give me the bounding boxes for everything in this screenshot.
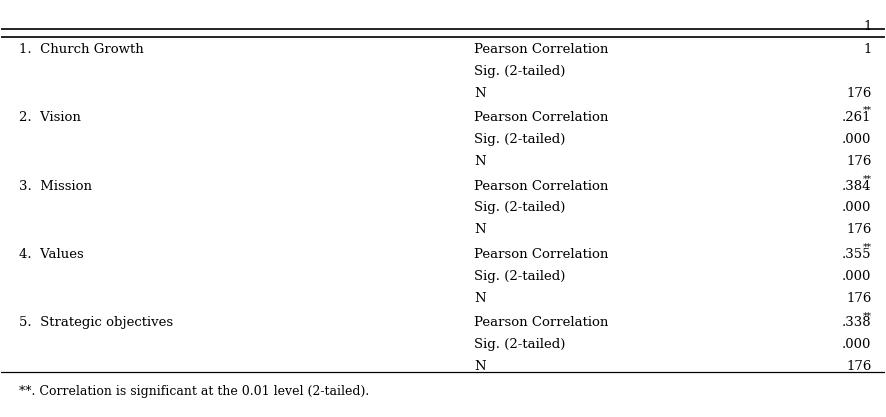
Text: N: N [474, 292, 486, 305]
Text: .000: .000 [842, 133, 871, 146]
Text: N: N [474, 155, 486, 168]
Text: **: ** [862, 175, 871, 183]
Text: N: N [474, 87, 486, 100]
Text: Pearson Correlation: Pearson Correlation [474, 316, 609, 329]
Text: N: N [474, 360, 486, 373]
Text: 4.  Values: 4. Values [19, 248, 84, 261]
Text: **: ** [862, 243, 871, 252]
Text: .338: .338 [842, 316, 871, 329]
Text: 1: 1 [863, 43, 871, 56]
Text: **: ** [862, 106, 871, 115]
Text: .261: .261 [842, 111, 871, 124]
Text: 176: 176 [846, 224, 871, 236]
Text: .000: .000 [842, 201, 871, 214]
Text: 176: 176 [846, 87, 871, 100]
Text: 5.  Strategic objectives: 5. Strategic objectives [19, 316, 173, 329]
Text: Pearson Correlation: Pearson Correlation [474, 43, 609, 56]
Text: .000: .000 [842, 338, 871, 351]
Text: Pearson Correlation: Pearson Correlation [474, 111, 609, 124]
Text: Pearson Correlation: Pearson Correlation [474, 179, 609, 193]
Text: .000: .000 [842, 270, 871, 283]
Text: .355: .355 [842, 248, 871, 261]
Text: 2.  Vision: 2. Vision [19, 111, 81, 124]
Text: **: ** [862, 311, 871, 320]
Text: Sig. (2-tailed): Sig. (2-tailed) [474, 338, 565, 351]
Text: 176: 176 [846, 155, 871, 168]
Text: N: N [474, 224, 486, 236]
Text: 3.  Mission: 3. Mission [19, 179, 92, 193]
Text: Pearson Correlation: Pearson Correlation [474, 248, 609, 261]
Text: Sig. (2-tailed): Sig. (2-tailed) [474, 65, 565, 78]
Text: Sig. (2-tailed): Sig. (2-tailed) [474, 133, 565, 146]
Text: 176: 176 [846, 292, 871, 305]
Text: 176: 176 [846, 360, 871, 373]
Text: 1.  Church Growth: 1. Church Growth [19, 43, 144, 56]
Text: **. Correlation is significant at the 0.01 level (2-tailed).: **. Correlation is significant at the 0.… [19, 384, 369, 397]
Text: Sig. (2-tailed): Sig. (2-tailed) [474, 270, 565, 283]
Text: 1: 1 [863, 20, 871, 33]
Text: Sig. (2-tailed): Sig. (2-tailed) [474, 201, 565, 214]
Text: .384: .384 [842, 179, 871, 193]
